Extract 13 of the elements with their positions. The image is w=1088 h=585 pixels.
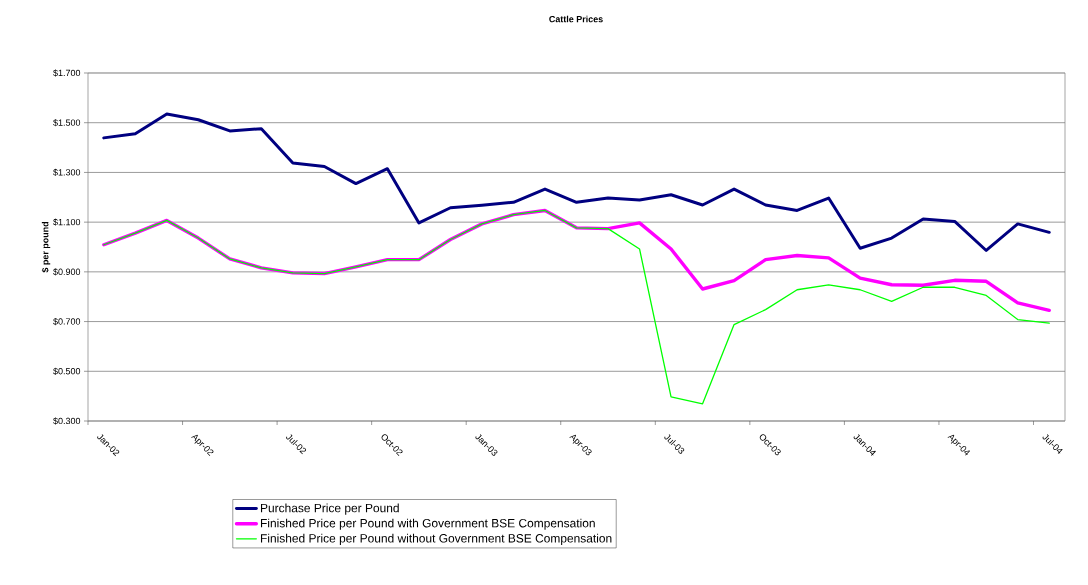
y-tick-label: $0.500: [53, 367, 81, 375]
y-tick-label: $0.300: [53, 417, 81, 425]
y-tick-label: $1.500: [53, 119, 81, 127]
legend-label: Finished Price per Pound without Government BSE Compensation: [261, 533, 612, 545]
y-axis-title: $ per pound: [41, 221, 51, 273]
legend-label: Finished Price per Pound with Government BSE Compensation: [261, 518, 595, 530]
y-tick-label: $1.700: [53, 69, 81, 77]
legend-label: Purchase Price per Pound: [261, 503, 399, 515]
y-tick-label: $0.900: [53, 268, 81, 276]
y-tick-label: $0.700: [53, 317, 81, 326]
chart-title: Cattle Prices: [549, 15, 603, 23]
y-tick-label: $1.300: [53, 168, 81, 177]
y-tick-label: $1.100: [53, 218, 81, 226]
